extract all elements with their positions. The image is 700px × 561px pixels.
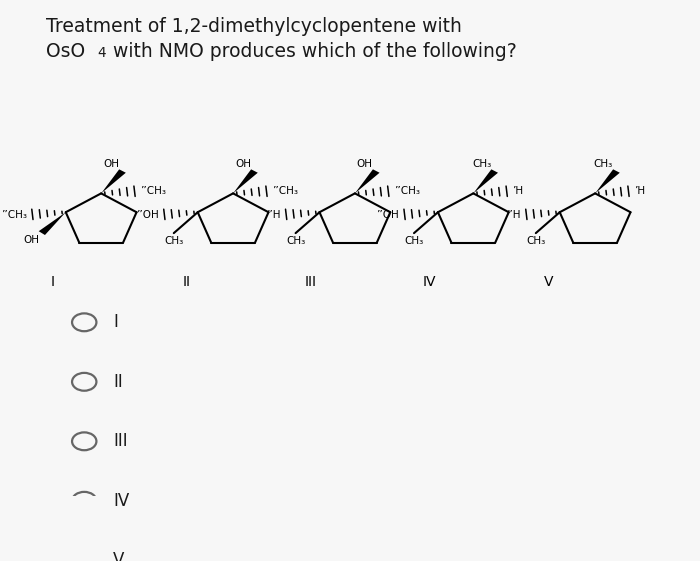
Text: ’’CH₃: ’’CH₃	[394, 186, 420, 196]
Polygon shape	[38, 212, 66, 235]
Polygon shape	[233, 169, 258, 194]
Text: V: V	[545, 275, 554, 289]
Text: IV: IV	[113, 492, 130, 510]
Polygon shape	[595, 169, 620, 194]
Text: ’’OH: ’’OH	[136, 210, 159, 219]
Text: ’’H: ’’H	[266, 210, 281, 219]
Text: ’’CH₃: ’’CH₃	[272, 186, 298, 196]
Text: CH₃: CH₃	[164, 236, 183, 246]
Text: I: I	[50, 275, 55, 289]
Text: 4: 4	[97, 45, 106, 59]
Text: Treatment of 1,2-dimethylcyclopentene with: Treatment of 1,2-dimethylcyclopentene wi…	[46, 17, 461, 36]
Text: I: I	[113, 313, 118, 332]
Text: ’’CH₃: ’’CH₃	[140, 186, 167, 196]
Text: ’’OH: ’’OH	[376, 210, 399, 219]
Text: OH: OH	[24, 235, 40, 245]
Text: OH: OH	[357, 159, 373, 169]
Text: IV: IV	[423, 275, 436, 289]
Text: II: II	[113, 373, 123, 391]
Text: III: III	[113, 433, 128, 450]
Text: CH₃: CH₃	[472, 159, 491, 169]
Text: V: V	[113, 551, 125, 561]
Text: ’’H: ’’H	[506, 210, 521, 219]
Text: CH₃: CH₃	[286, 236, 305, 246]
Text: CH₃: CH₃	[594, 159, 613, 169]
Polygon shape	[355, 169, 379, 194]
Text: CH₃: CH₃	[405, 236, 424, 246]
Polygon shape	[102, 169, 126, 194]
Polygon shape	[473, 169, 498, 194]
Text: ’’CH₃: ’’CH₃	[1, 210, 27, 219]
Text: ’H: ’H	[512, 186, 524, 196]
Text: II: II	[183, 275, 190, 289]
Text: OH: OH	[103, 159, 119, 169]
Text: CH₃: CH₃	[526, 236, 545, 246]
Text: III: III	[304, 275, 316, 289]
Text: with NMO produces which of the following?: with NMO produces which of the following…	[106, 42, 517, 61]
Text: ’H: ’H	[634, 186, 645, 196]
Text: OsO: OsO	[46, 42, 85, 61]
Text: OH: OH	[235, 159, 251, 169]
